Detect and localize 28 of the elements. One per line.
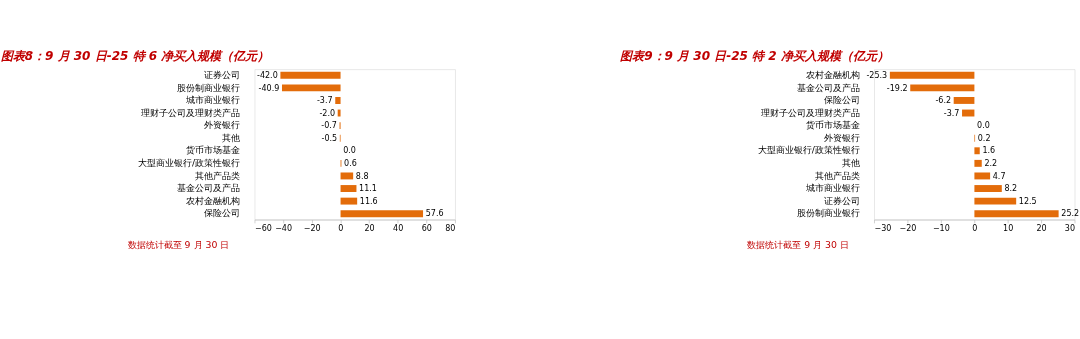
y-tick-label: 其他: [841, 157, 860, 169]
text: 图表8：9 月 30 日-25 特 6 净买入规模（亿元）: [0, 48, 270, 63]
y-tick-label: 城市商业银行: [804, 182, 860, 194]
y-tick-label: 证券公司: [204, 68, 241, 80]
y-tick-label: 城市商业银行: [185, 94, 241, 106]
y-tick-label: 货币市场基金: [805, 119, 860, 131]
y-tick-label: 外资银行: [204, 119, 241, 131]
y-tick-label: 大型商业银行/政策性银行: [138, 157, 241, 169]
text: 图表9：9 月 30 日-25 特 2 净买入规模（亿元）: [620, 48, 889, 63]
y-tick-label: 保险公司: [823, 94, 860, 106]
y-tick-label: 外资银行: [823, 131, 860, 143]
y-tick-label: 股份制商业银行: [177, 81, 241, 93]
y-tick-label: 农村金融机构: [186, 194, 241, 206]
y-tick-label: 基金公司及产品: [177, 182, 241, 194]
y-tick-label: 其他产品类: [814, 169, 860, 181]
y-tick-label: 理财子公司及理财类产品: [141, 106, 241, 118]
y-tick-label: 基金公司及产品: [796, 81, 860, 93]
text: 数据统计截至 9 月 30 日: [747, 239, 849, 251]
y-tick-label: 其他: [222, 131, 241, 143]
text: 数据统计截至 9 月 30 日: [127, 239, 230, 251]
y-tick-label: 货币市场基金: [186, 144, 241, 156]
y-tick-label: 股份制商业银行: [796, 207, 860, 219]
y-tick-label: 理财子公司及理财类产品: [760, 106, 860, 118]
y-tick-label: 农村金融机构: [805, 68, 860, 80]
y-tick-label: 证券公司: [823, 194, 860, 206]
y-tick-label: 保险公司: [204, 207, 241, 219]
y-tick-label: 其他产品类: [195, 169, 241, 181]
y-tick-label: 大型商业银行/政策性银行: [757, 144, 860, 156]
